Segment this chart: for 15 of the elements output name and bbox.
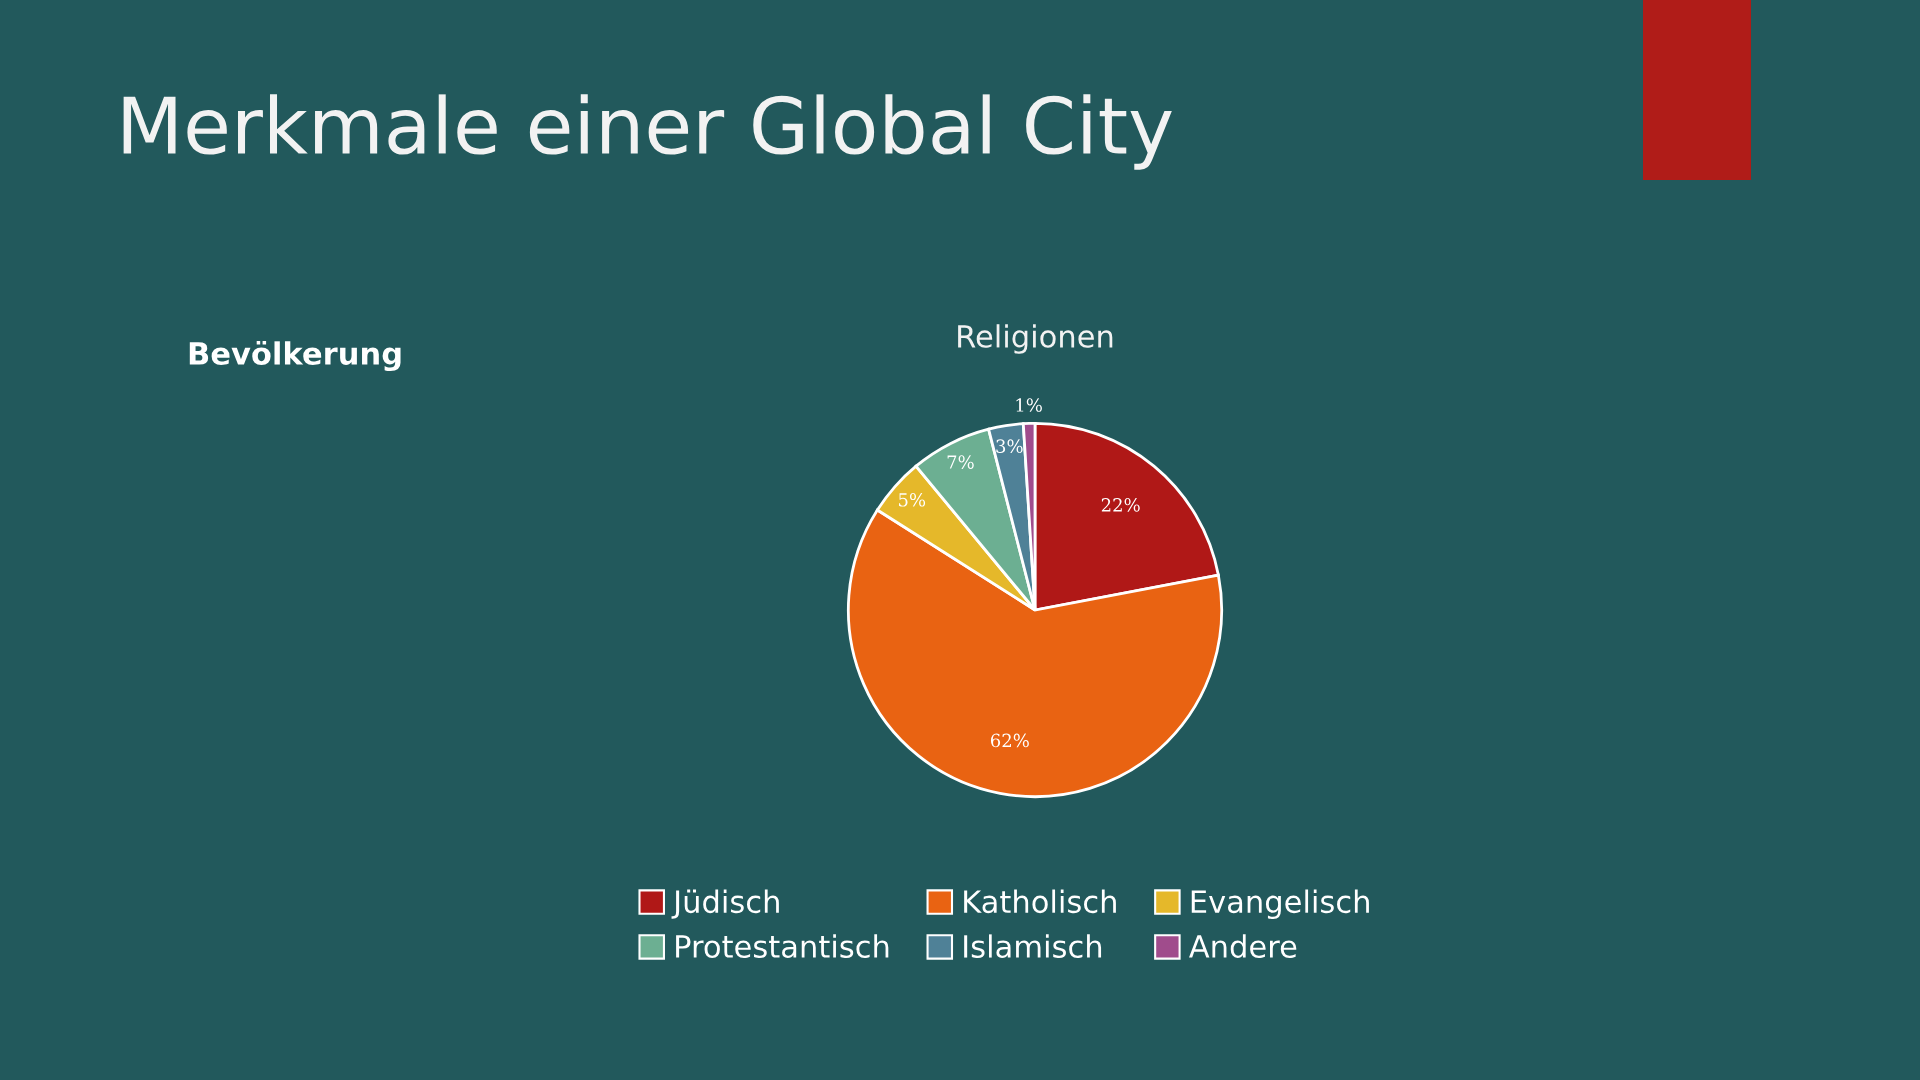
legend-label: Andere bbox=[1189, 934, 1297, 958]
legend-label: Islamisch bbox=[964, 934, 1102, 958]
data-label: 3% bbox=[996, 439, 1023, 453]
legend-label: Protestantisch bbox=[676, 934, 889, 958]
data-label: 62% bbox=[990, 733, 1029, 748]
chart-subtitle: Religionen bbox=[958, 324, 1113, 354]
data-label: 1% bbox=[1016, 398, 1042, 412]
text: Bevölkerung bbox=[189, 340, 401, 372]
data-label: 7% bbox=[947, 455, 974, 469]
data-label: 22% bbox=[1101, 498, 1140, 512]
legend-label: Katholisch bbox=[964, 889, 1116, 914]
legend-label: Evangelisch bbox=[1191, 889, 1369, 920]
legend-label: Jüdisch bbox=[671, 889, 779, 919]
chart-title: Merkmale einer Global City bbox=[123, 94, 1172, 170]
data-label: 5% bbox=[898, 492, 926, 507]
